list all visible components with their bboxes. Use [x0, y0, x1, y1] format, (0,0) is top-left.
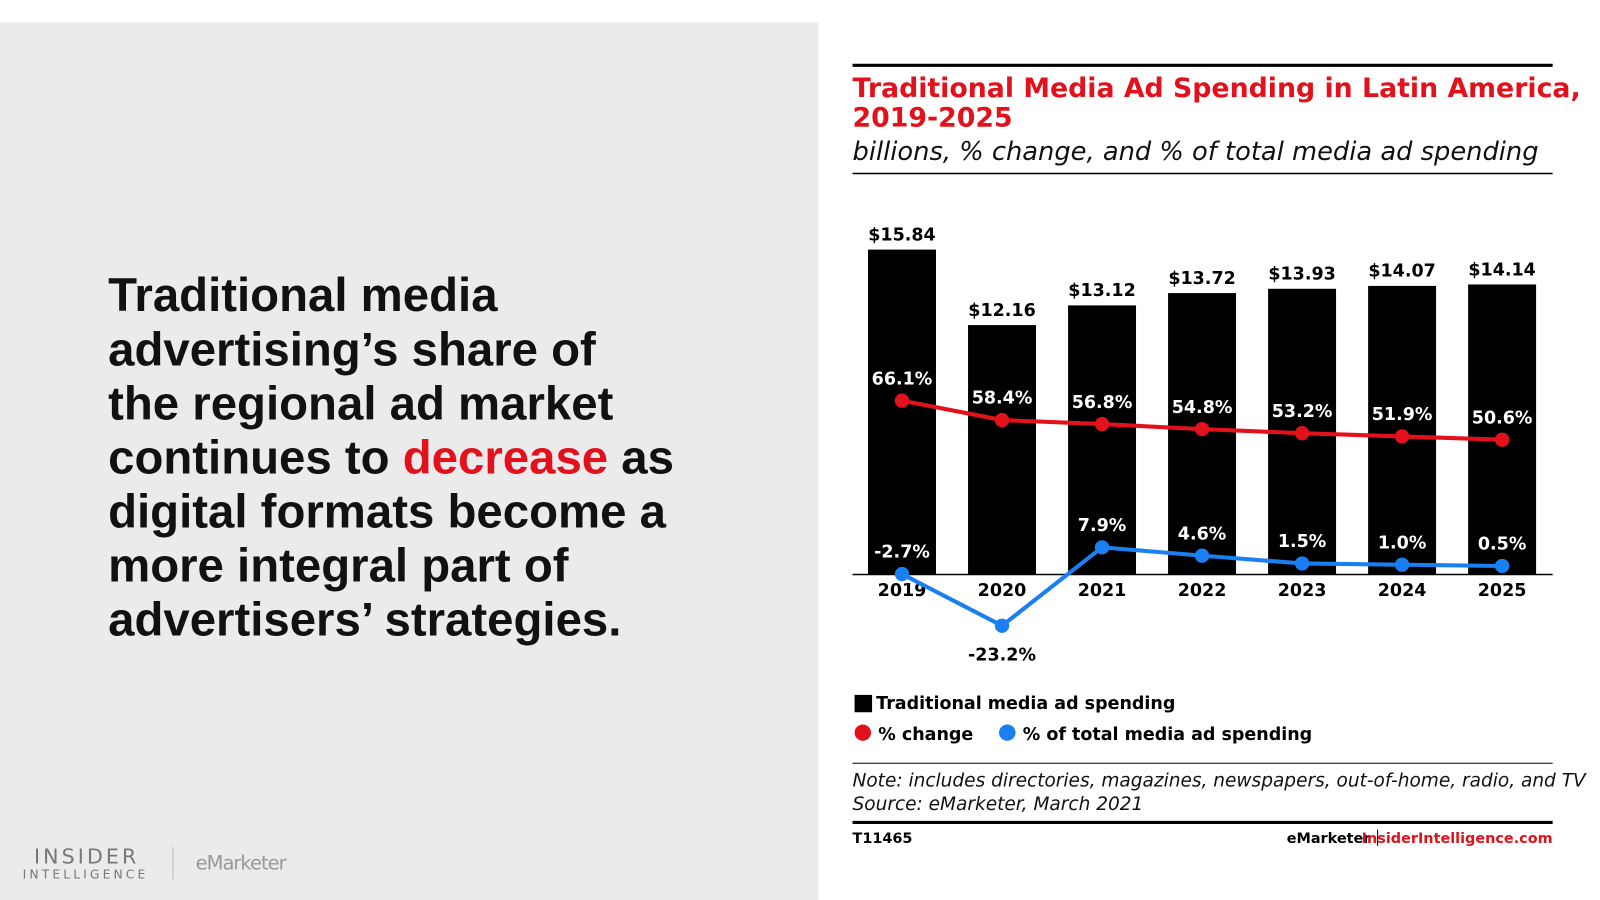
- headline-part: continues to: [108, 431, 389, 484]
- bar: [868, 249, 936, 575]
- point-label: 51.9%: [1372, 405, 1433, 425]
- point: [994, 412, 1010, 428]
- point-label: 7.9%: [1078, 516, 1126, 536]
- point-label: 58.4%: [972, 389, 1033, 409]
- bar-value-label: $14.14: [1468, 260, 1535, 280]
- point-label: 4.6%: [1178, 524, 1226, 544]
- headline-line: more integral part of: [108, 539, 569, 592]
- bar-value-label: $13.93: [1268, 265, 1335, 285]
- point-label: 53.2%: [1272, 402, 1333, 422]
- point: [1194, 421, 1210, 437]
- point-label: 1.0%: [1378, 533, 1426, 553]
- headline-line: continues to decrease as: [108, 431, 674, 484]
- source: Source: eMarketer, March 2021: [853, 794, 1144, 815]
- point: [1294, 426, 1310, 441]
- point: [1094, 540, 1110, 555]
- bar-value-label: $13.72: [1168, 269, 1235, 289]
- bar-value-label: $14.07: [1368, 262, 1435, 282]
- point: [894, 393, 910, 408]
- x-tick-label: 2020: [978, 581, 1027, 601]
- legend-marker: [999, 724, 1016, 741]
- logo-brand: eMarketer: [196, 851, 287, 874]
- chart-title: Traditional Media Ad Spending in Latin A…: [853, 73, 1581, 104]
- legend-label: % change: [878, 725, 973, 745]
- x-tick-label: 2023: [1278, 581, 1327, 601]
- credit: eMarketer: [1287, 831, 1372, 847]
- credit-site: InsiderIntelligence.com: [1362, 831, 1553, 847]
- point-label: 0.5%: [1478, 535, 1526, 555]
- chart-subtitle: billions, % change, and % of total media…: [853, 137, 1539, 167]
- bar: [1468, 284, 1537, 575]
- point: [994, 618, 1010, 633]
- headline-line: advertising’s share of: [108, 322, 596, 375]
- legend-label: % of total media ad spending: [1023, 725, 1312, 745]
- x-tick-label: 2024: [1378, 581, 1427, 601]
- headline-line: advertisers’ strategies.: [108, 593, 621, 646]
- point-label: -2.7%: [874, 543, 930, 563]
- point: [1394, 557, 1410, 572]
- headline-line: digital formats become a: [108, 485, 667, 538]
- headline-line: Traditional media: [108, 268, 498, 321]
- chart-id: T11465: [853, 831, 913, 847]
- bar: [1068, 305, 1137, 575]
- point-label: 54.8%: [1172, 398, 1233, 418]
- point: [1394, 429, 1410, 444]
- chart-title: 2019-2025: [853, 103, 1013, 134]
- point-label: 56.8%: [1072, 393, 1133, 413]
- x-tick-label: 2021: [1078, 581, 1127, 601]
- legend-swatch: [854, 694, 873, 713]
- plot: $15.84 $12.16 $13.12 $13.72 $13.93 $14.07 $14.…: [852, 225, 1553, 745]
- point: [1094, 416, 1110, 432]
- headline-highlight: decrease: [403, 431, 608, 484]
- point-label: -23.2%: [968, 645, 1036, 665]
- point: [1494, 432, 1510, 447]
- point-label: 66.1%: [872, 369, 933, 389]
- point-label: 50.6%: [1472, 408, 1533, 428]
- legend-marker: [854, 724, 872, 741]
- left-panel: [0, 22, 819, 900]
- bar-value-label: $13.12: [1068, 281, 1135, 301]
- point: [1294, 556, 1310, 571]
- logo-top: INSIDER: [34, 844, 139, 868]
- point-label: 1.5%: [1278, 532, 1326, 552]
- point: [1194, 548, 1210, 563]
- legend-label: Traditional media ad spending: [876, 694, 1175, 714]
- x-tick-label: 2019: [878, 581, 927, 601]
- x-tick-label: 2022: [1178, 581, 1227, 601]
- logo-bottom: INTELLIGENCE: [23, 868, 149, 882]
- x-tick-label: 2025: [1478, 581, 1527, 601]
- bar: [968, 325, 1036, 575]
- bar-value-label: $15.84: [868, 225, 935, 245]
- headline-line: the regional ad market: [108, 377, 614, 430]
- point: [894, 566, 910, 582]
- bar-value-label: $12.16: [968, 301, 1035, 321]
- note: Note: includes directories, magazines, n…: [853, 771, 1588, 792]
- point: [1494, 558, 1510, 574]
- headline-part: as: [621, 431, 674, 484]
